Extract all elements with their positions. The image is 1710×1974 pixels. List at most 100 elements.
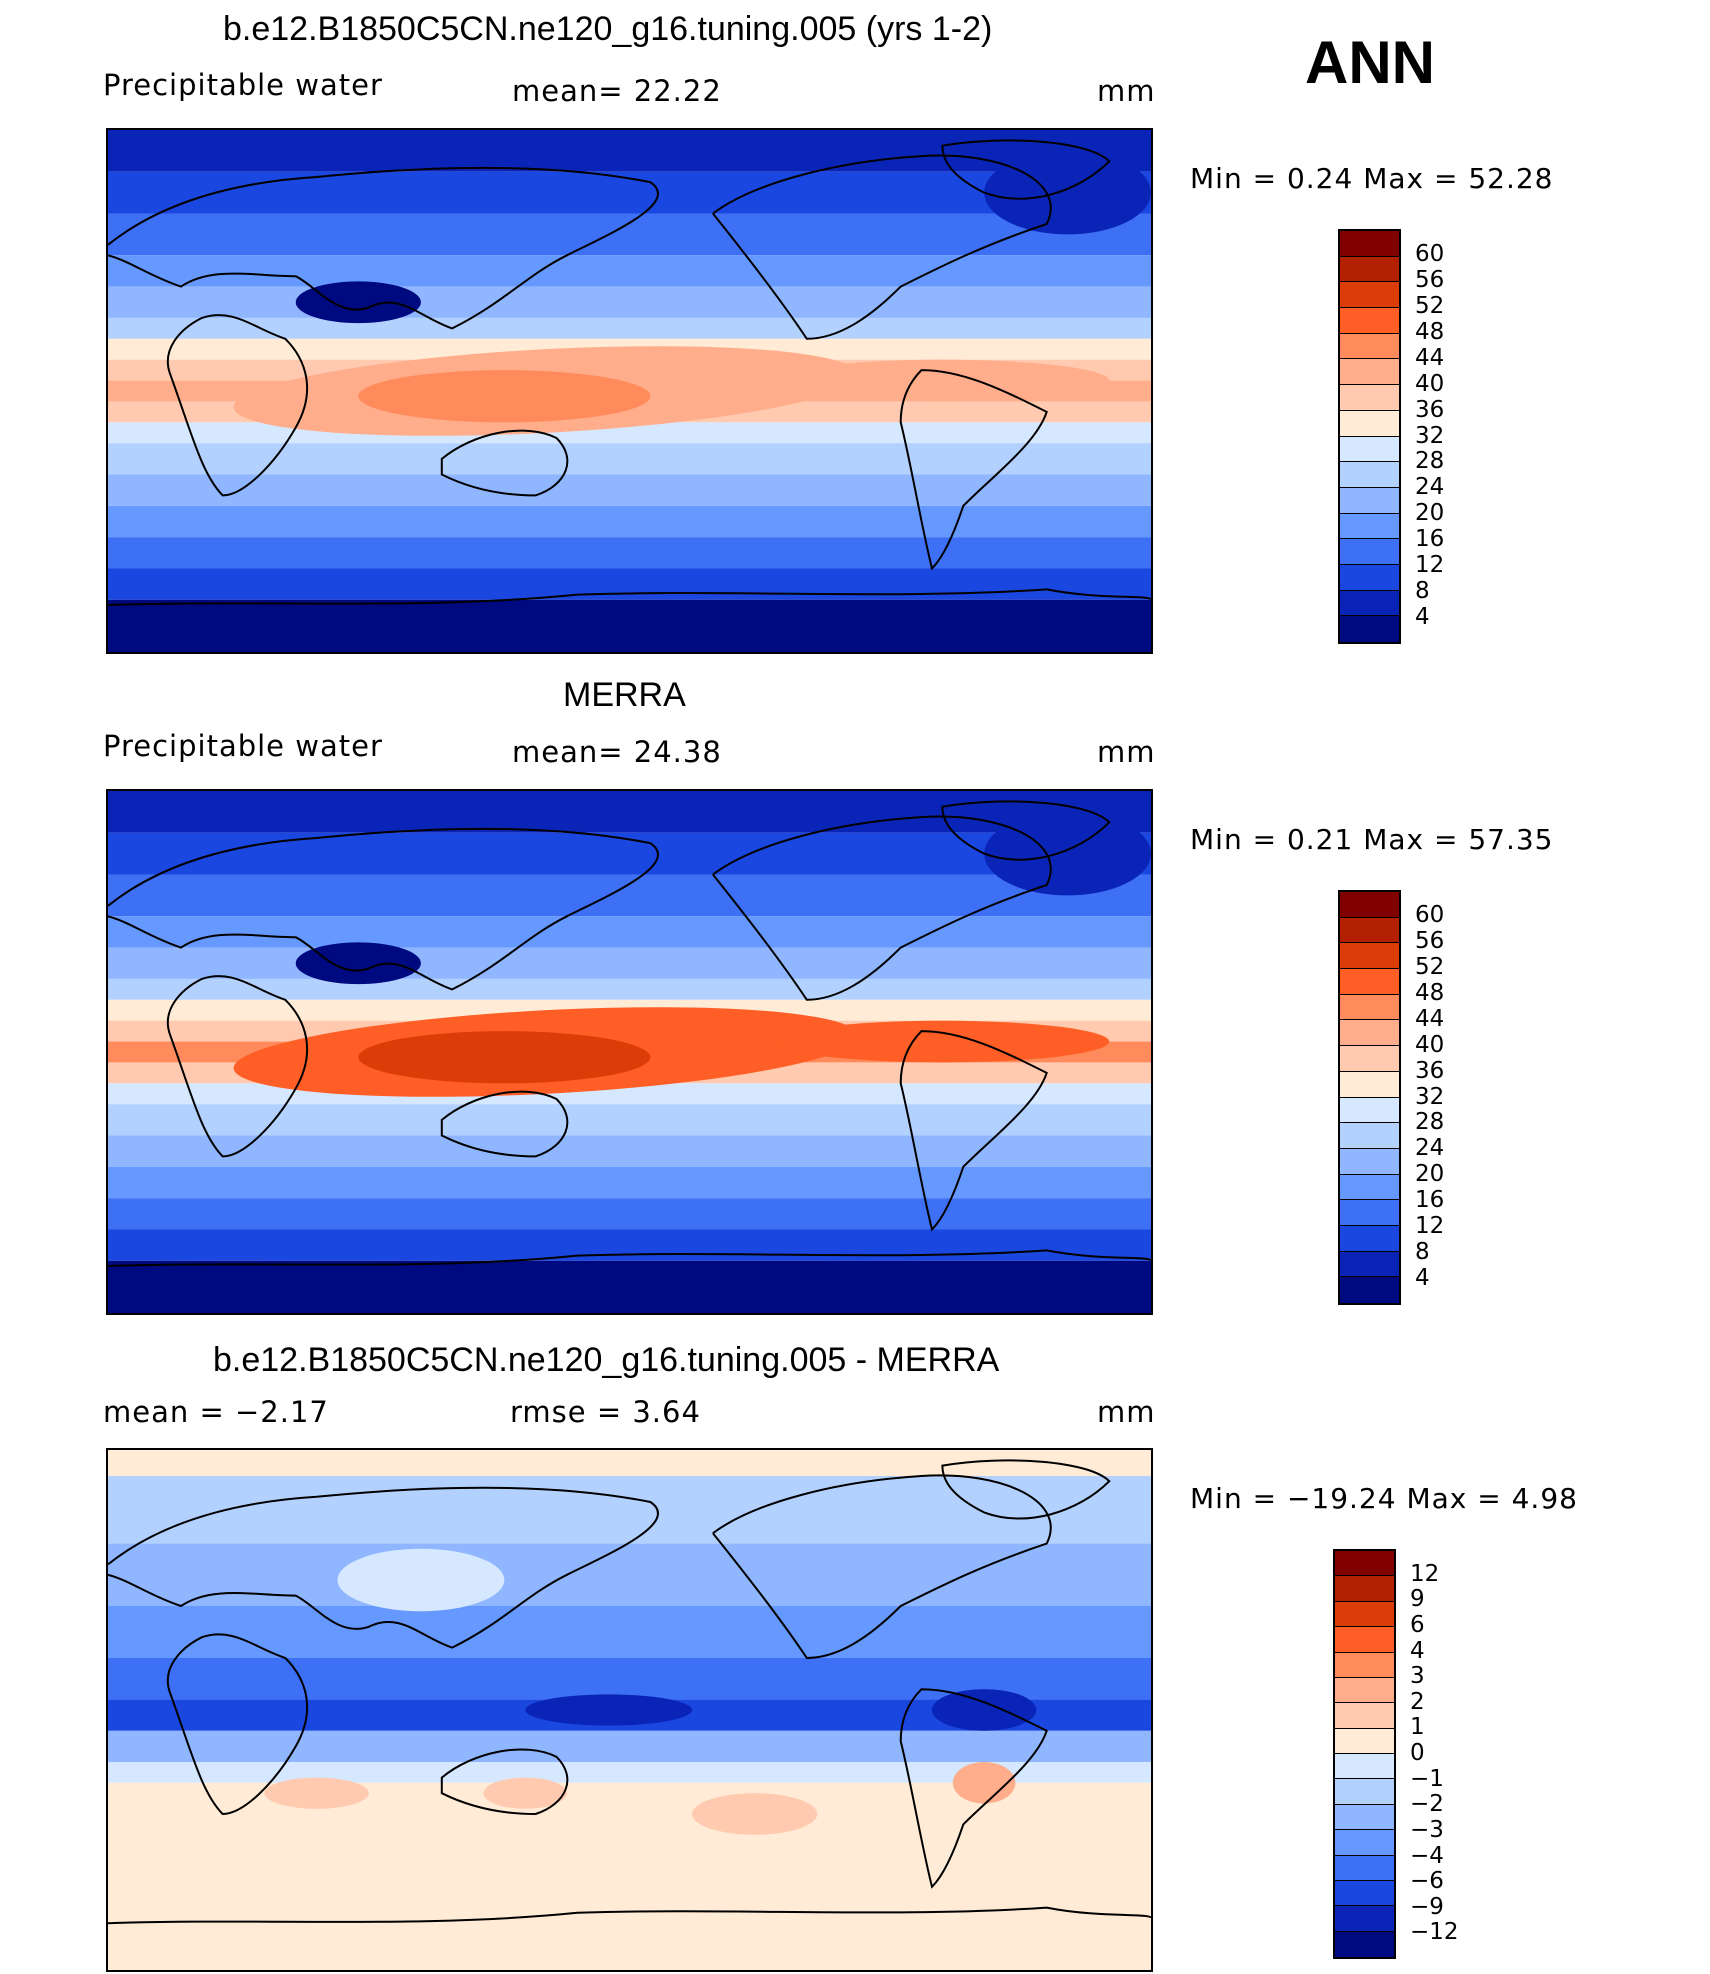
colorbar-swatch — [1340, 564, 1399, 591]
panel3-colorbar-labels: 12 9 6 4 3 2 1 0 −1 −2 −3 −4 −6 −9 −12 — [1410, 1549, 1500, 1959]
colorbar-tick-label: 12 — [1415, 1213, 1445, 1240]
colorbar-tick-label: 0 — [1410, 1740, 1425, 1766]
colorbar-swatch — [1335, 1728, 1394, 1754]
colorbar-swatch — [1340, 462, 1399, 488]
colorbar-swatch — [1335, 1601, 1394, 1628]
panel1-variable-label: Precipitable water — [103, 68, 383, 102]
colorbar-tick-label: 20 — [1415, 1161, 1445, 1188]
colorbar-tick-label: 56 — [1415, 927, 1445, 954]
panel1-map — [106, 128, 1153, 654]
panel3-title: b.e12.B1850C5CN.ne120_g16.tuning.005 - M… — [213, 1341, 1000, 1379]
colorbar-tick-label: 44 — [1415, 1005, 1445, 1032]
colorbar-tick-label: −3 — [1410, 1816, 1444, 1843]
colorbar-swatch — [1340, 487, 1399, 514]
colorbar-tick-label: 60 — [1415, 901, 1445, 928]
panel2-map — [106, 789, 1153, 1315]
colorbar-swatch — [1335, 1931, 1394, 1957]
colorbar-swatch — [1335, 1652, 1394, 1678]
colorbar-tick-label: 44 — [1415, 344, 1445, 371]
colorbar-tick-label: 6 — [1410, 1611, 1425, 1638]
colorbar-tick-label: 40 — [1415, 1031, 1445, 1058]
colorbar-tick-label: 28 — [1415, 1109, 1445, 1136]
colorbar-swatch — [1335, 1804, 1394, 1831]
colorbar-swatch — [1340, 943, 1399, 970]
panel1-field — [108, 130, 1151, 652]
season-label: ANN — [1305, 29, 1435, 96]
colorbar-tick-label: 4 — [1410, 1637, 1425, 1664]
colorbar-swatch — [1340, 1200, 1399, 1226]
panel2-mean-label: mean= 24.38 — [512, 735, 722, 769]
colorbar-tick-label: 52 — [1415, 292, 1445, 319]
colorbar-swatch — [1335, 1677, 1394, 1704]
colorbar-tick-label: 24 — [1415, 1135, 1445, 1162]
colorbar-swatch — [1340, 256, 1399, 283]
colorbar-swatch — [1335, 1576, 1394, 1602]
colorbar-swatch — [1340, 1123, 1399, 1149]
panel2-title: MERRA — [563, 676, 686, 714]
colorbar-tick-label: 32 — [1415, 1083, 1445, 1110]
colorbar-swatch — [1340, 436, 1399, 463]
colorbar-swatch — [1335, 1551, 1394, 1577]
colorbar-swatch — [1335, 1906, 1394, 1932]
colorbar-swatch — [1340, 1020, 1399, 1047]
colorbar-tick-label: 24 — [1415, 474, 1445, 501]
colorbar-tick-label: 4 — [1415, 604, 1430, 631]
colorbar-tick-label: 1 — [1410, 1714, 1425, 1741]
panel1-colorbar-labels: 60 56 52 48 44 40 36 32 28 24 20 16 12 8 4 — [1415, 229, 1505, 644]
colorbar-swatch — [1335, 1754, 1394, 1780]
colorbar-swatch — [1335, 1830, 1394, 1856]
panel3-map — [106, 1448, 1153, 1972]
colorbar-swatch — [1340, 385, 1399, 411]
panel2-variable-label: Precipitable water — [103, 729, 383, 763]
colorbar-swatch — [1340, 616, 1399, 642]
colorbar-tick-label: 48 — [1415, 318, 1445, 345]
panel1-minmax: Min = 0.24 Max = 52.28 — [1190, 162, 1554, 195]
colorbar-swatch — [1340, 1277, 1399, 1303]
colorbar-tick-label: −2 — [1410, 1791, 1444, 1818]
panel3-colorbar — [1333, 1549, 1396, 1959]
colorbar-swatch — [1340, 917, 1399, 944]
colorbar-swatch — [1340, 359, 1399, 386]
colorbar-swatch — [1340, 231, 1399, 257]
colorbar-swatch — [1340, 513, 1399, 540]
colorbar-tick-label: 60 — [1415, 240, 1445, 267]
colorbar-tick-label: 16 — [1415, 526, 1445, 553]
colorbar-swatch — [1335, 1703, 1394, 1729]
panel3-field — [108, 1450, 1151, 1970]
colorbar-swatch — [1340, 1097, 1399, 1124]
panel2-field — [108, 791, 1151, 1313]
panel1-title: b.e12.B1850C5CN.ne120_g16.tuning.005 (yr… — [223, 10, 993, 48]
colorbar-tick-label: 4 — [1415, 1265, 1430, 1292]
panel3-rmse-label: rmse = 3.64 — [510, 1395, 701, 1429]
colorbar-swatch — [1340, 1148, 1399, 1175]
colorbar-tick-label: 2 — [1410, 1688, 1425, 1715]
panel2-minmax: Min = 0.21 Max = 57.35 — [1190, 823, 1554, 856]
colorbar-swatch — [1340, 1174, 1399, 1201]
colorbar-tick-label: −12 — [1410, 1919, 1459, 1946]
colorbar-tick-label: 36 — [1415, 1057, 1445, 1084]
colorbar-tick-label: 48 — [1415, 979, 1445, 1006]
panel1-units-label: mm — [1097, 74, 1156, 108]
colorbar-tick-label: 20 — [1415, 500, 1445, 527]
colorbar-tick-label: 40 — [1415, 370, 1445, 397]
colorbar-tick-label: −1 — [1410, 1765, 1444, 1792]
panel1-colorbar — [1338, 229, 1401, 644]
colorbar-swatch — [1340, 1046, 1399, 1072]
colorbar-swatch — [1340, 1225, 1399, 1252]
colorbar-tick-label: 16 — [1415, 1187, 1445, 1214]
colorbar-swatch — [1340, 308, 1399, 334]
panel3-units-label: mm — [1097, 1395, 1156, 1429]
panel2-units-label: mm — [1097, 735, 1156, 769]
colorbar-swatch — [1340, 892, 1399, 918]
colorbar-swatch — [1335, 1627, 1394, 1653]
colorbar-tick-label: 12 — [1410, 1560, 1440, 1587]
colorbar-tick-label: 28 — [1415, 448, 1445, 475]
colorbar-swatch — [1340, 539, 1399, 565]
colorbar-tick-label: 36 — [1415, 396, 1445, 423]
colorbar-tick-label: 9 — [1410, 1586, 1425, 1613]
colorbar-tick-label: 52 — [1415, 953, 1445, 980]
colorbar-tick-label: 56 — [1415, 266, 1445, 293]
panel3-minmax: Min = −19.24 Max = 4.98 — [1190, 1482, 1578, 1515]
colorbar-tick-label: 8 — [1415, 1239, 1430, 1266]
colorbar-tick-label: 3 — [1410, 1663, 1425, 1690]
